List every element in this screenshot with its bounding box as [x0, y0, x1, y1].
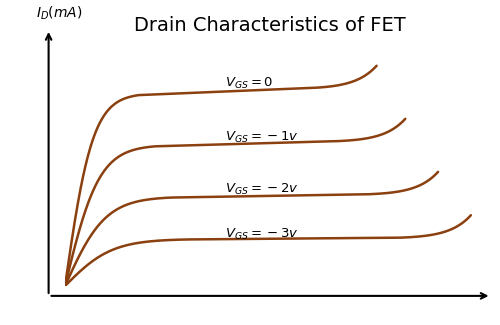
- Text: $V_{GS} = -2v$: $V_{GS} = -2v$: [225, 182, 298, 197]
- Text: $V_{GS} = -1v$: $V_{GS} = -1v$: [225, 130, 298, 145]
- Text: Drain Characteristics of FET: Drain Characteristics of FET: [134, 16, 406, 35]
- Text: $V_{GS} = -3v$: $V_{GS} = -3v$: [225, 227, 298, 242]
- Text: $I_D(mA)$: $I_D(mA)$: [36, 4, 83, 22]
- Text: $V_{GS} = 0$: $V_{GS} = 0$: [225, 76, 273, 91]
